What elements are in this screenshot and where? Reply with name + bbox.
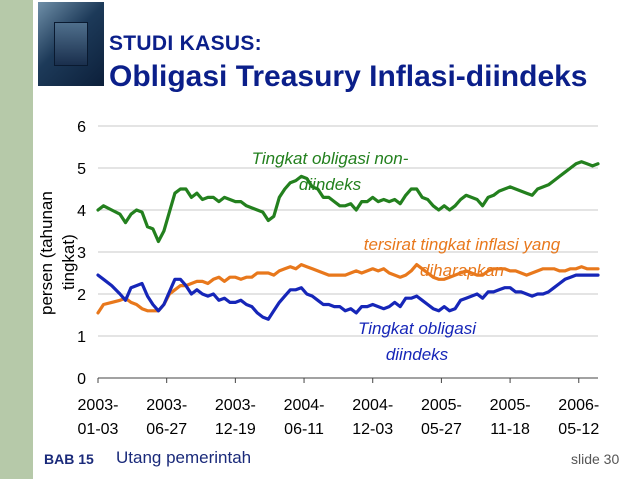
gridlines: [98, 125, 598, 337]
slide-logo-icon: [38, 2, 104, 86]
y-tick-label: 0: [77, 371, 86, 388]
slide-kicker: STUDI KASUS:: [109, 32, 262, 55]
series-label-indexed: Tingkat obligasi: [358, 319, 477, 338]
series-line-indexed: [96, 273, 600, 321]
axes: 0 1 2 3 4 5 6 2003- 01-03 2003- 06-27 2003- 12-19 200…: [77, 119, 599, 438]
x-tick-label-line-2: 05-27: [421, 421, 462, 438]
x-tick-label-line-1: 2004-: [284, 397, 325, 414]
x-tick-label-line-1: 2005-: [421, 397, 462, 414]
x-tick-label-line-1: 2003-: [146, 397, 187, 414]
x-tick-label-line-2: 06-11: [284, 421, 324, 438]
x-tick-label-line-2: 12-03: [352, 421, 393, 438]
series-lines: [96, 160, 600, 321]
slide-number: slide 30: [571, 451, 620, 467]
y-tick-label: 5: [77, 161, 86, 178]
x-tick-label-line-2: 06-27: [146, 421, 187, 438]
series-label-nonindexed: diindeks: [299, 175, 362, 194]
series-label-nonindexed: Tingkat obligasi non-: [252, 149, 409, 168]
y-tick-label: 2: [77, 287, 86, 304]
x-tick-label-line-1: 2006-: [558, 397, 599, 414]
x-tick-label-line-2: 12-19: [215, 421, 256, 438]
sidebar-band: [0, 0, 33, 479]
x-tick-label-line-2: 05-12: [558, 421, 599, 438]
x-tick-label-line-2: 01-03: [78, 421, 119, 438]
series-label-expected_inflation: tersirat tingkat inflasi yang: [364, 235, 561, 254]
x-tick-label-line-1: 2004-: [352, 397, 393, 414]
subject-label: Utang pemerintah: [116, 448, 252, 467]
slide-title: Obligasi Treasury Inflasi-diindeks: [109, 60, 588, 93]
slide-logo-inner: [54, 22, 88, 66]
x-tick-label-line-1: 2005-: [490, 397, 531, 414]
y-tick-label: 6: [77, 119, 86, 136]
x-tick-label-line-1: 2003-: [78, 397, 119, 414]
chapter-label: BAB 15: [44, 451, 94, 467]
y-axis-label-line-2: tingkat): [59, 234, 78, 290]
y-tick-label: 3: [77, 245, 86, 262]
y-axis-label-line-1: persen (tahunan: [37, 191, 56, 315]
y-tick-label: 1: [77, 329, 86, 346]
series-labels: Tingkat obligasi non-diindeks tersirat ti…: [252, 149, 561, 364]
series-line-nonindexed: [96, 160, 600, 244]
x-tick-label-line-1: 2003-: [215, 397, 256, 414]
series-line-expected_inflation: [96, 263, 600, 315]
series-label-indexed: diindeks: [386, 345, 449, 364]
x-tick-label-line-2: 11-18: [490, 421, 530, 438]
series-label-expected_inflation: diharapkan: [420, 261, 504, 280]
y-tick-label: 4: [77, 203, 86, 220]
